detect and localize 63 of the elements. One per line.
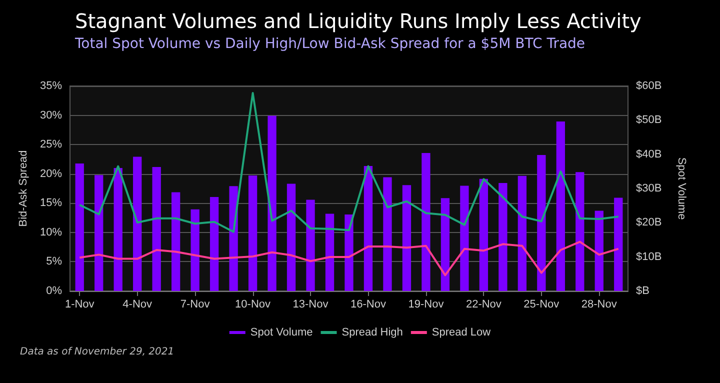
x-tick-label: 13-Nov xyxy=(292,298,329,310)
y2-tick-label: $50B xyxy=(636,114,662,126)
bar xyxy=(383,177,392,291)
legend-label: Spot Volume xyxy=(250,326,313,338)
bar xyxy=(537,155,546,291)
bar xyxy=(556,122,565,291)
bar xyxy=(614,198,623,291)
bar xyxy=(306,200,315,291)
bar xyxy=(460,186,469,291)
bar xyxy=(114,168,122,291)
bar xyxy=(172,192,180,291)
bar xyxy=(133,156,142,291)
bar xyxy=(402,185,412,291)
bar xyxy=(344,214,354,291)
x-tick-label: 1-Nov xyxy=(64,298,95,310)
y2-tick-label: $60B xyxy=(636,80,662,92)
bar xyxy=(576,172,584,291)
line-series xyxy=(78,240,620,276)
chart-subtitle: Total Spot Volume vs Daily High/Low Bid-Ask Spread for a $5M BTC Trade xyxy=(74,36,586,52)
bar xyxy=(286,184,296,291)
bar xyxy=(152,166,161,291)
bar xyxy=(75,164,84,291)
bar xyxy=(248,176,258,291)
x-tick-label: 7-Nov xyxy=(180,298,210,310)
y2-tick-label: $B xyxy=(636,285,650,297)
y2-tick-label: $40B xyxy=(636,148,662,160)
bar xyxy=(94,175,104,291)
bar xyxy=(498,183,508,291)
y-tick-label: 15% xyxy=(40,197,62,210)
legend-label: Spread High xyxy=(342,326,403,338)
x-tick-label: 4-Nov xyxy=(122,298,153,310)
x-tick-label: 10-Nov xyxy=(235,298,272,310)
line-series xyxy=(78,92,620,233)
x-tick-label: 19-Nov xyxy=(408,298,444,310)
x-tick-label: 22-Nov xyxy=(466,298,502,310)
y2-tick-label: $20B xyxy=(636,216,662,229)
y-tick-label: 0% xyxy=(46,285,62,297)
bar xyxy=(518,176,526,291)
x-tick-label: 16-Nov xyxy=(350,298,386,310)
y2-axis-title: Spot Volume xyxy=(676,157,688,220)
y-tick-label: 30% xyxy=(40,109,62,122)
bar xyxy=(268,116,276,291)
text: Data as of November 29, 2021 xyxy=(20,346,174,358)
bar xyxy=(594,210,604,291)
y-axis-title: Bid-Ask Spread xyxy=(18,150,30,227)
bar xyxy=(479,178,488,291)
y-tick-label: 25% xyxy=(40,138,62,151)
y-tick-label: 20% xyxy=(40,168,62,180)
x-tick-label: 28-Nov xyxy=(581,298,618,310)
bar xyxy=(364,166,373,291)
bar xyxy=(210,197,219,291)
y2-tick-label: $10B xyxy=(636,250,662,263)
chart-title: Stagnant Volumes and Liquidity Runs Imply Less Activity xyxy=(75,9,642,33)
x-tick-label: 25-Nov xyxy=(524,298,560,310)
y-tick-label: 5% xyxy=(46,256,62,268)
y-tick-label: 10% xyxy=(40,226,62,238)
y-tick-label: 35% xyxy=(40,80,62,92)
bar xyxy=(440,198,450,291)
bar xyxy=(325,214,334,291)
legend-label: Spread Low xyxy=(432,326,491,338)
y2-tick-label: $30B xyxy=(636,182,662,194)
bar xyxy=(422,152,430,291)
bar xyxy=(190,209,200,291)
